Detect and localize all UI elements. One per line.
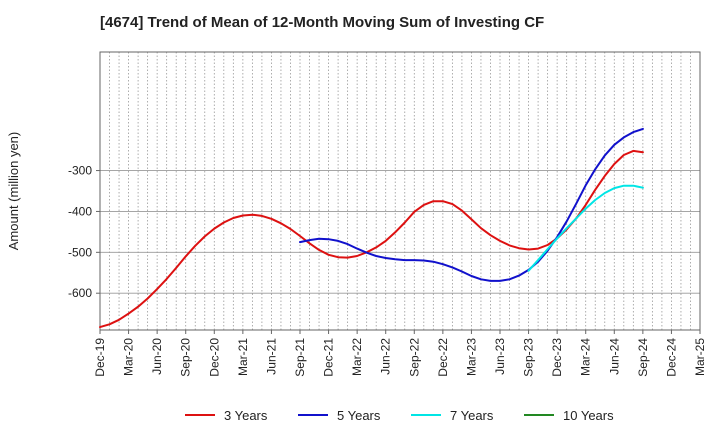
x-tick-label: Sep-24	[636, 338, 650, 377]
x-tick-label: Dec-20	[207, 338, 221, 377]
x-tick-label: Dec-21	[322, 338, 336, 377]
x-axis: Dec-19 Mar-20 Jun-20 Sep-20 Dec-20 Mar-21 Jun-…	[93, 330, 707, 377]
grid	[100, 52, 700, 330]
legend-label: 7 Years	[450, 408, 494, 423]
x-tick-label: Dec-24	[664, 338, 678, 377]
x-tick-label: Jun-20	[150, 338, 164, 375]
y-tick-label: -600	[68, 286, 92, 300]
x-tick-label: Sep-21	[293, 338, 307, 377]
x-tick-label: Jun-23	[493, 338, 507, 375]
y-axis-title: Amount (million yen)	[6, 132, 21, 251]
x-tick-label: Mar-21	[236, 338, 250, 376]
y-tick-label: -500	[68, 245, 92, 259]
y-tick-label: -400	[68, 204, 92, 218]
x-tick-label: Mar-23	[464, 338, 478, 376]
x-tick-label: Mar-20	[122, 338, 136, 376]
x-tick-label: Jun-24	[607, 338, 621, 375]
x-tick-label: Dec-22	[436, 338, 450, 377]
legend-label: 5 Years	[337, 408, 381, 423]
legend-label: 3 Years	[224, 408, 268, 423]
x-tick-label: Mar-24	[579, 338, 593, 376]
legend: 3 Years 5 Years 7 Years 10 Years	[185, 408, 614, 423]
x-tick-label: Dec-23	[550, 338, 564, 377]
series-line-3-years	[99, 149, 644, 329]
x-tick-label: Sep-22	[407, 338, 421, 377]
series-line-7-years	[527, 184, 644, 272]
series-lines	[99, 127, 644, 329]
chart-title: [4674] Trend of Mean of 12-Month Moving …	[100, 14, 545, 31]
x-tick-label: Jun-22	[379, 338, 393, 375]
plot-frame	[99, 51, 701, 331]
series-line-5-years	[299, 127, 644, 282]
y-tick-label: -300	[68, 164, 92, 178]
x-tick-label: Sep-20	[179, 338, 193, 377]
y-axis: -300 -400 -500 -600	[68, 164, 100, 300]
x-tick-label: Jun-21	[264, 338, 278, 375]
x-tick-label: Mar-22	[350, 338, 364, 376]
x-tick-label: Mar-25	[693, 338, 707, 376]
x-tick-label: Dec-19	[93, 338, 107, 377]
legend-label: 10 Years	[563, 408, 614, 423]
x-tick-label: Sep-23	[522, 338, 536, 377]
